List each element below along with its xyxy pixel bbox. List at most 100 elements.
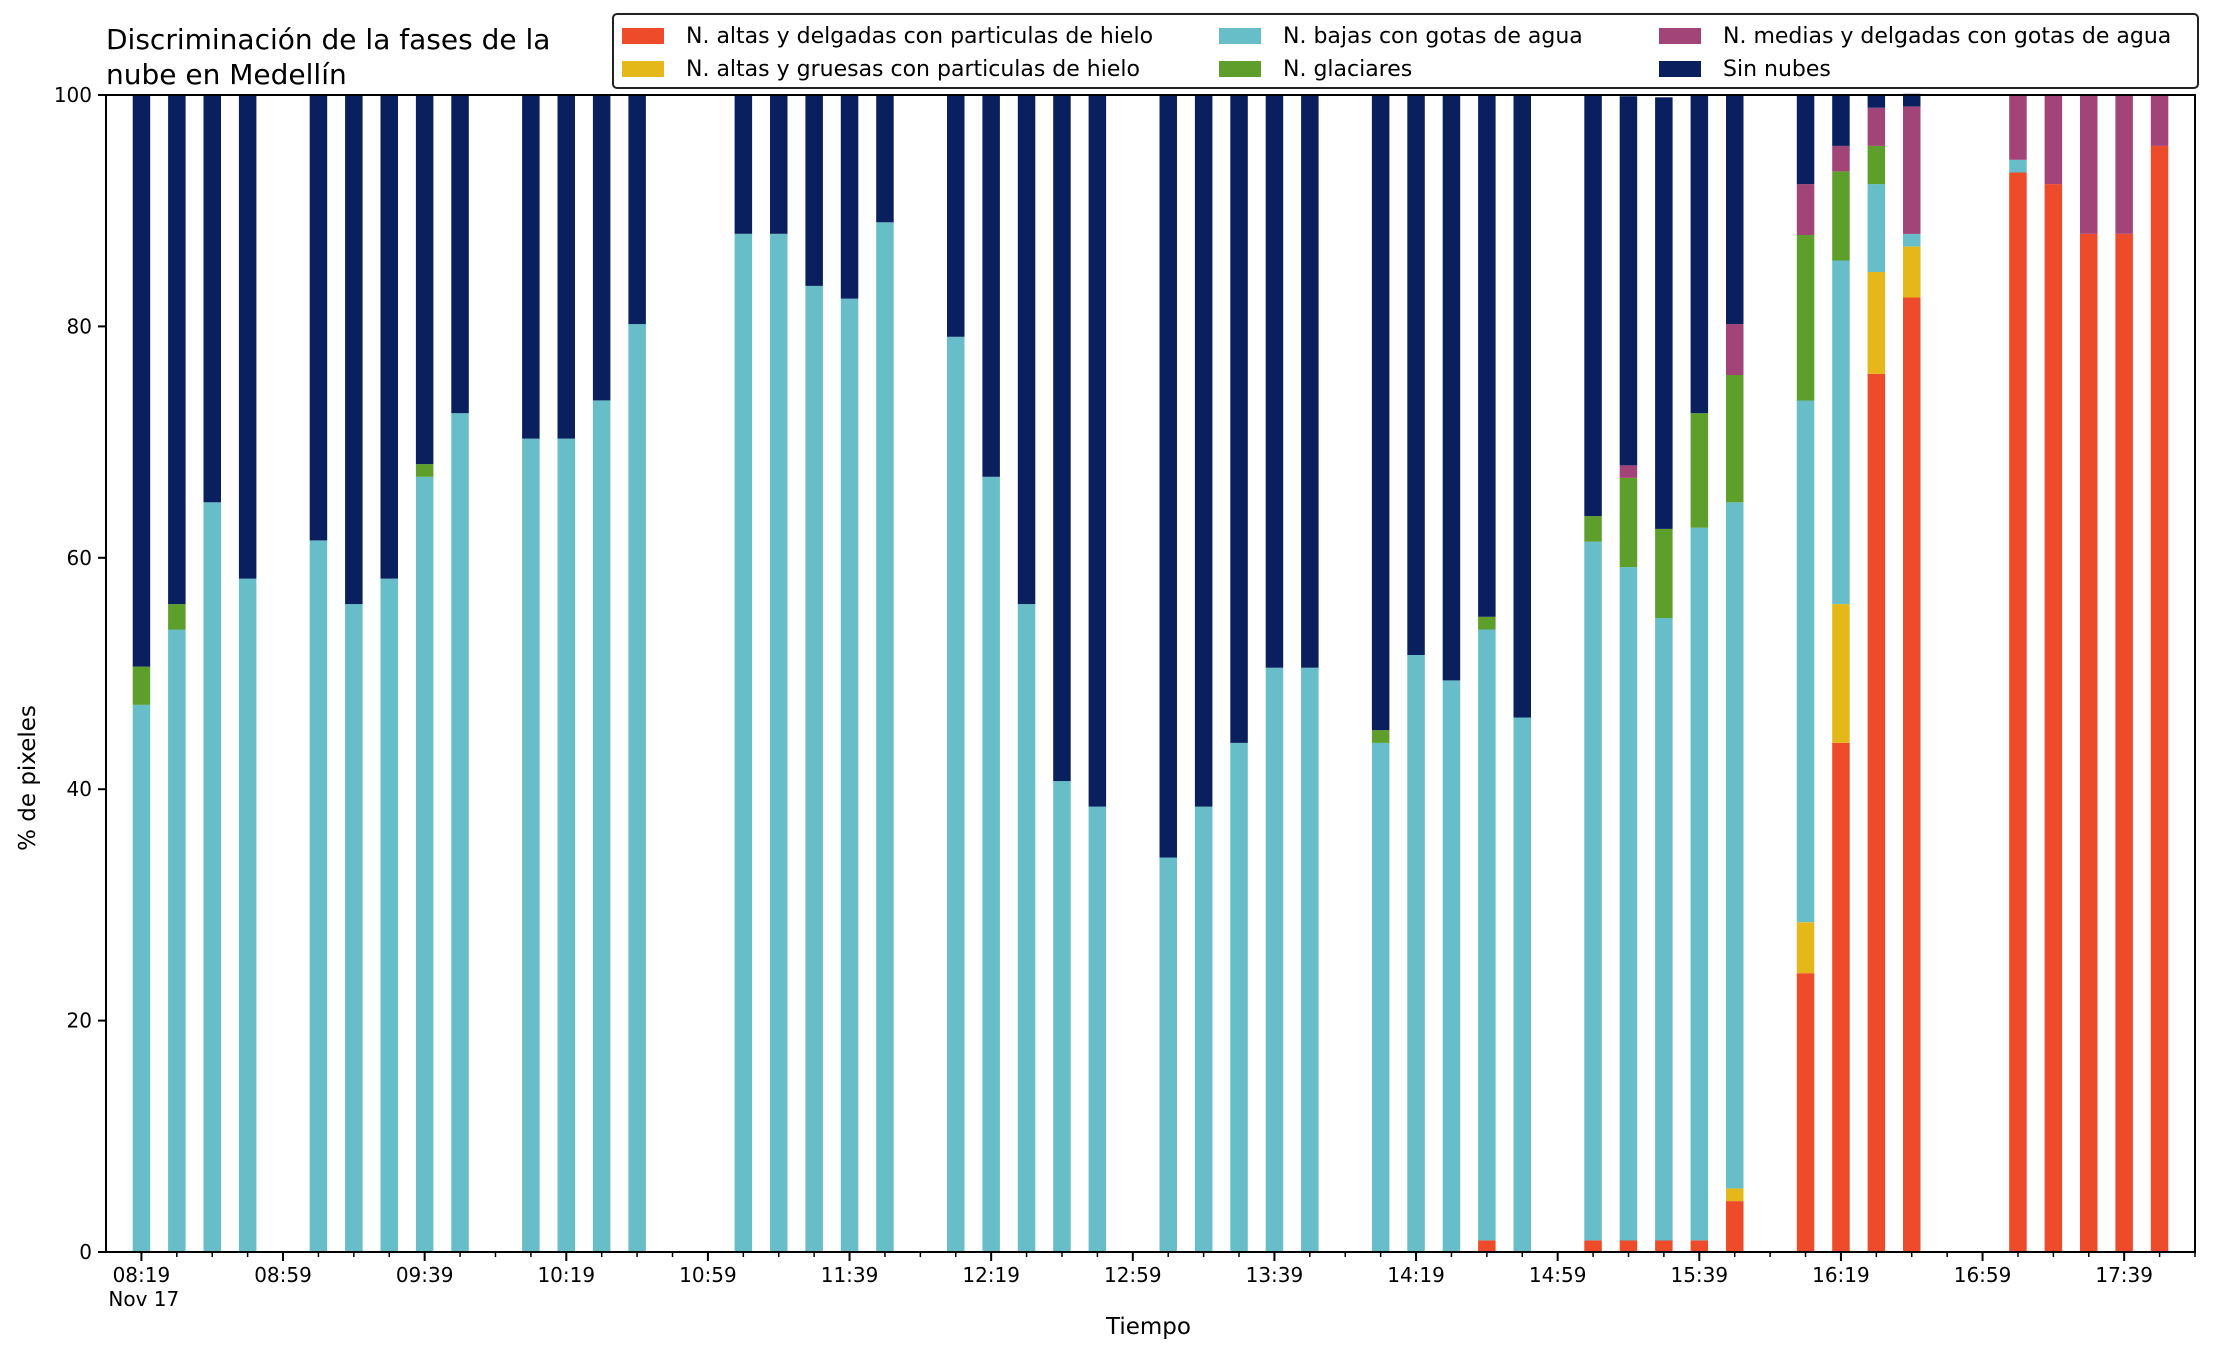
bar-segment-2 (1903, 233, 1921, 247)
bar-segment-2 (1407, 655, 1425, 1252)
bar-segment-4 (1832, 145, 1850, 172)
bar-segment-5 (1017, 95, 1036, 605)
bar-segment-5 (805, 95, 823, 286)
bar-segment-4 (1796, 184, 1815, 235)
bar-segment-2 (770, 233, 788, 1253)
bar-segment-5 (1513, 95, 1531, 718)
bar-segment-2 (1867, 184, 1886, 272)
legend: N. altas y delgadas con particulas de hi… (612, 13, 2199, 89)
bar-segment-2 (982, 476, 1000, 1252)
bar-segment-5 (840, 95, 859, 299)
bar-segment-0 (2044, 184, 2063, 1253)
legend-label: N. altas y delgadas con particulas de hi… (686, 23, 1154, 49)
bar-segment-1 (1726, 1188, 1744, 1202)
bar-segment-2 (1832, 260, 1850, 605)
plot-frame (105, 94, 2196, 1253)
bar-segment-3 (415, 464, 434, 477)
bar-segment-5 (557, 95, 575, 439)
bar-segment-5 (1903, 93, 1921, 107)
bar-segment-4 (2080, 95, 2098, 234)
bar-segment-0 (1903, 297, 1921, 1252)
legend-item-sin-nubes: Sin nubes (1659, 54, 1831, 84)
bar-segment-2 (522, 438, 540, 1253)
bar-segment-2 (1619, 567, 1638, 1241)
bar-segment-2 (1690, 527, 1709, 1241)
bar-segment-2 (380, 578, 398, 1252)
bar-segment-2 (345, 604, 363, 1252)
bar-segment-2 (132, 704, 151, 1252)
bar-segment-2 (238, 578, 257, 1252)
bar-segment-2 (1017, 604, 1036, 1252)
x-tick-label: 10:19 (537, 1263, 595, 1287)
bar-segment-2 (1194, 806, 1213, 1252)
bar-segment-5 (380, 95, 398, 579)
x-tick-label: 08:59 (254, 1263, 312, 1287)
x-tick-label: 17:39 (2095, 1263, 2153, 1287)
legend-item-medias-agua: N. medias y delgadas con gotas de agua (1659, 21, 2171, 51)
bar-segment-4 (2009, 95, 2027, 160)
bar-segment-0 (2115, 233, 2133, 1253)
bar-segment-2 (557, 438, 575, 1253)
bar-segment-3 (168, 604, 186, 630)
legend-swatch (1659, 28, 1701, 44)
legend-label: N. altas y gruesas con particulas de hie… (686, 56, 1140, 82)
bar-segment-5 (1726, 95, 1744, 325)
bar-segment-2 (628, 324, 646, 1253)
bar-segment-2 (1655, 618, 1673, 1241)
y-axis-label: % de pixeles (15, 705, 41, 851)
bar-segment-4 (2044, 95, 2063, 185)
bar-segment-2 (415, 476, 434, 1252)
bar-segment-5 (1478, 95, 1496, 617)
bar-segment-5 (1619, 96, 1638, 466)
y-tick-label: 40 (67, 777, 92, 801)
bar-segment-0 (2009, 172, 2027, 1252)
bar-segment-5 (1867, 95, 1886, 108)
y-tick-label: 80 (67, 314, 92, 338)
bar-segment-1 (1796, 922, 1815, 974)
x-tick-label: 13:39 (1246, 1263, 1304, 1287)
bar-segment-0 (1690, 1240, 1709, 1252)
bar-segment-2 (734, 233, 753, 1253)
bar-segment-2 (1301, 667, 1319, 1252)
bar-segment-4 (1619, 465, 1638, 478)
bar-segment-1 (1832, 604, 1850, 743)
bar-segment-2 (1726, 502, 1744, 1189)
bar-segment-5 (1265, 95, 1284, 668)
x-tick-label: 15:39 (1670, 1263, 1728, 1287)
bar-segment-5 (451, 95, 469, 414)
bar-segment-2 (876, 222, 894, 1252)
bar-segment-2 (947, 336, 965, 1252)
bar-segment-2 (168, 629, 186, 1252)
x-tick-label: 14:59 (1529, 1263, 1587, 1287)
bar-segment-2 (1053, 781, 1071, 1252)
bar-segment-2 (1442, 680, 1461, 1252)
bar-segment-5 (1584, 95, 1602, 517)
bar-segment-5 (1796, 95, 1815, 185)
x-tick-label: 16:59 (1954, 1263, 2012, 1287)
bar-segment-1 (1903, 246, 1921, 298)
bar-segment-2 (1088, 806, 1107, 1252)
bar-segment-3 (132, 666, 151, 705)
bar-segment-5 (1301, 95, 1319, 668)
bar-segment-4 (1726, 324, 1744, 375)
bar-segment-3 (1867, 145, 1886, 185)
bar-segment-3 (1796, 235, 1815, 401)
x-tick-label: 16:19 (1812, 1263, 1870, 1287)
bar-segment-4 (1867, 107, 1886, 146)
bar-segment-2 (309, 540, 328, 1252)
bar-segment-5 (1690, 95, 1709, 414)
bar-segment-2 (1796, 400, 1815, 923)
bar-segment-2 (1230, 742, 1248, 1252)
bar-segment-5 (1442, 95, 1461, 681)
bar-segment-5 (1655, 97, 1673, 529)
bar-segment-5 (628, 95, 646, 325)
bar-segment-3 (1584, 516, 1602, 542)
bar-segment-5 (770, 95, 788, 234)
bar-segment-3 (1832, 171, 1850, 261)
bar-segment-5 (345, 95, 363, 605)
x-tick-label: 14:19 (1387, 1263, 1445, 1287)
legend-swatch (1219, 28, 1261, 44)
bar-segment-5 (734, 95, 753, 234)
